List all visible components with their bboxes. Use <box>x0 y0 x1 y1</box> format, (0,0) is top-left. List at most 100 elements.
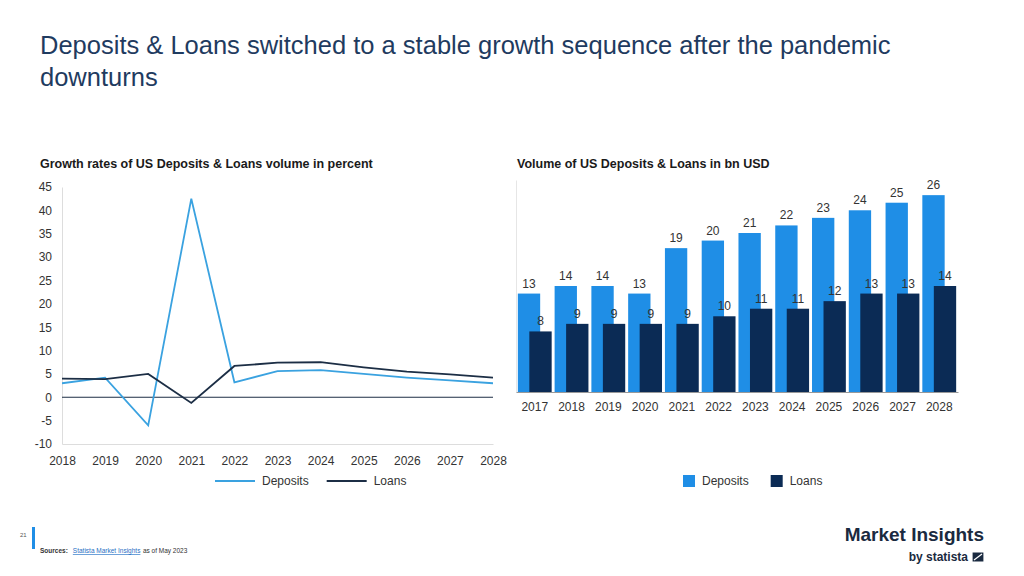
source: Sources:Statista Market Insightsas of Ma… <box>40 547 188 555</box>
legend-item: Loans <box>771 474 823 488</box>
zero-line <box>62 397 493 398</box>
y-tick: 5 <box>45 367 62 381</box>
x-tick: 2020 <box>135 444 162 468</box>
y-tick: 0 <box>45 391 62 405</box>
x-tick: 2019 <box>92 444 119 468</box>
bar <box>676 324 698 392</box>
x-tick-label: 2022 <box>222 454 249 468</box>
data-label: 21 <box>743 216 757 230</box>
y-tick: 25 <box>39 274 62 288</box>
brand: Market Insights <box>845 524 984 545</box>
y-tick-label: 0 <box>45 391 52 405</box>
x-tick-label: 2022 <box>705 400 732 414</box>
legend-symbol <box>215 480 255 482</box>
y-tick-label: 35 <box>39 227 53 241</box>
bar <box>566 324 588 392</box>
x-axis: 2018201920202021202220232024202520262027… <box>49 444 507 468</box>
x-tick-label: 2018 <box>49 454 76 468</box>
y-tick: 40 <box>39 204 62 218</box>
data-label: 9 <box>684 307 691 321</box>
line-chart: Growth rates of US Deposits & Loans volu… <box>35 157 508 488</box>
y-tick: -5 <box>41 414 62 428</box>
data-label: 23 <box>816 201 830 215</box>
x-tick: 2023 <box>265 444 292 468</box>
x-axis-line <box>63 444 494 445</box>
data-label: 25 <box>890 186 904 200</box>
y-tick: 15 <box>39 321 62 335</box>
y-axis <box>516 181 517 393</box>
legend-label: Deposits <box>262 474 309 488</box>
x-tick: 2019 <box>595 392 622 414</box>
legend-symbol <box>327 480 367 482</box>
y-tick: 20 <box>39 297 62 311</box>
y-axis-line <box>62 188 63 445</box>
data-label: 9 <box>647 307 654 321</box>
y-axis: -10 -5 0 5 10 15 20 25 30 35 40 45 <box>35 180 63 451</box>
x-tick-label: 2023 <box>742 400 769 414</box>
x-tick-label: 2019 <box>595 400 622 414</box>
x-tick: 2025 <box>816 392 843 414</box>
legend-symbol <box>683 475 695 487</box>
data-label: 13 <box>522 277 536 291</box>
x-tick: 2022 <box>222 444 249 468</box>
x-tick: 2018 <box>49 444 76 468</box>
footer-accent <box>32 527 35 549</box>
bar-chart: Volume of US Deposits & Loans in bn USD1… <box>517 157 959 488</box>
x-tick: 2026 <box>394 444 421 468</box>
data-label: 14 <box>596 269 610 283</box>
x-tick: 2027 <box>437 444 464 468</box>
y-tick-label: 25 <box>39 274 53 288</box>
y-axis-line <box>516 181 517 393</box>
x-tick-label: 2027 <box>437 454 464 468</box>
x-tick: 2026 <box>852 392 879 414</box>
data-label: 8 <box>537 314 544 328</box>
data-label: 11 <box>755 292 768 306</box>
y-tick: 35 <box>39 227 62 241</box>
y-tick-label: 20 <box>39 297 53 311</box>
x-tick: 2024 <box>308 444 335 468</box>
bar <box>750 309 772 392</box>
bar <box>824 301 846 392</box>
x-tick-label: 2024 <box>308 454 335 468</box>
legend-item: Deposits <box>683 474 749 488</box>
x-tick-label: 2021 <box>178 454 205 468</box>
x-tick-label: 2020 <box>632 400 659 414</box>
page-number: 21 <box>20 532 27 538</box>
data-label: 20 <box>706 224 720 238</box>
legend-item: Loans <box>327 474 407 488</box>
y-tick-label: 10 <box>39 344 53 358</box>
y-tick-label: 5 <box>45 367 52 381</box>
y-tick-label: 40 <box>39 204 53 218</box>
data-label: 14 <box>938 269 952 283</box>
plot-area <box>62 199 493 426</box>
brand-icon <box>972 552 984 562</box>
bar <box>603 324 625 392</box>
x-tick-label: 2024 <box>779 400 806 414</box>
y-tick: 45 <box>39 180 62 194</box>
data-labels: 1314141319202122232425268999910111112131… <box>522 178 952 328</box>
y-tick-label: 15 <box>39 321 53 335</box>
data-label: 19 <box>669 231 683 245</box>
y-tick-label: 45 <box>39 180 53 194</box>
y-tick: -10 <box>35 437 62 451</box>
bar <box>860 294 882 392</box>
legend-label: Loans <box>374 474 407 488</box>
x-axis-line <box>517 392 959 393</box>
source-link[interactable]: Statista Market Insights <box>73 547 141 555</box>
x-tick: 2023 <box>742 392 769 414</box>
data-label: 24 <box>853 193 867 207</box>
legend: Deposits Loans <box>683 474 822 488</box>
x-tick-label: 2025 <box>816 400 843 414</box>
y-tick-label: 30 <box>39 250 53 264</box>
bar <box>787 309 809 392</box>
legend-label: Loans <box>790 474 823 488</box>
data-label: 13 <box>633 277 647 291</box>
page-canvas: Growth rates of US Deposits & Loans volu… <box>0 0 1024 576</box>
x-tick: 2027 <box>889 392 916 414</box>
y-tick: 30 <box>39 250 62 264</box>
x-tick-label: 2018 <box>558 400 585 414</box>
y-tick: 10 <box>39 344 62 358</box>
x-tick-label: 2020 <box>135 454 162 468</box>
data-label: 14 <box>559 269 573 283</box>
legend-label: Deposits <box>702 474 749 488</box>
